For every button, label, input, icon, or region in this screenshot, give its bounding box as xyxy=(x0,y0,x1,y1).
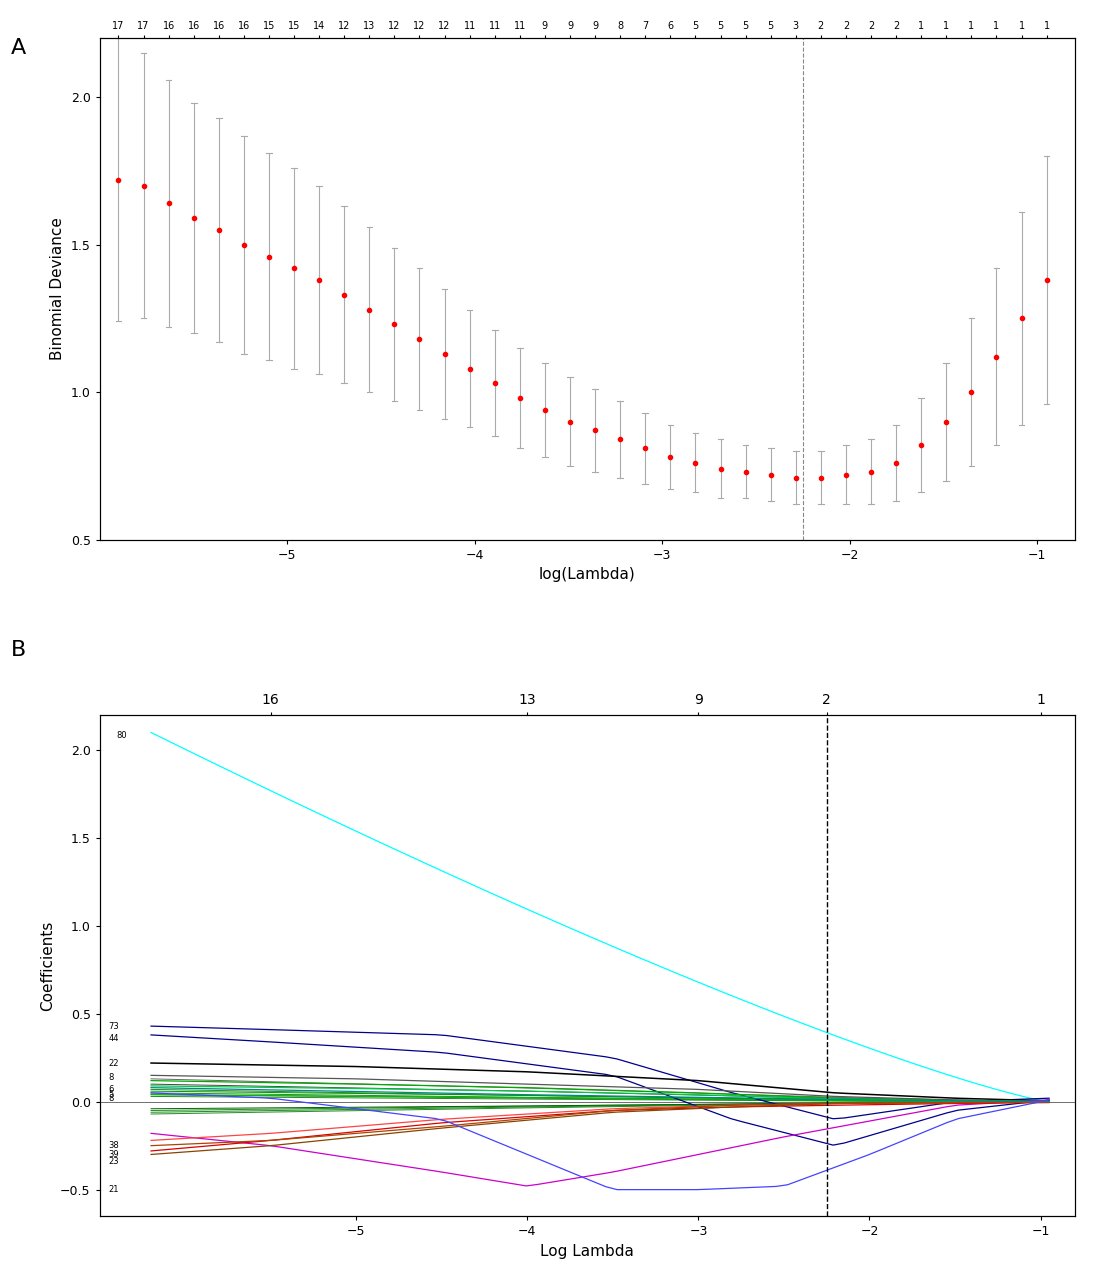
Text: 8: 8 xyxy=(109,1073,114,1082)
Text: B: B xyxy=(11,640,27,660)
Text: 8: 8 xyxy=(109,1093,114,1102)
X-axis label: log(Lambda): log(Lambda) xyxy=(538,567,636,582)
Text: 80: 80 xyxy=(116,731,127,741)
Text: 39: 39 xyxy=(109,1149,119,1158)
Text: 23: 23 xyxy=(109,1157,119,1166)
Y-axis label: Coefficients: Coefficients xyxy=(40,920,54,1011)
Text: 6: 6 xyxy=(109,1085,114,1094)
Text: 21: 21 xyxy=(109,1185,119,1194)
Text: 73: 73 xyxy=(109,1021,119,1030)
Y-axis label: Binomial Deviance: Binomial Deviance xyxy=(50,218,65,361)
Text: 44: 44 xyxy=(109,1034,119,1043)
Text: 5: 5 xyxy=(109,1091,113,1100)
X-axis label: Log Lambda: Log Lambda xyxy=(541,1244,634,1258)
Text: 22: 22 xyxy=(109,1059,119,1068)
Text: 38: 38 xyxy=(109,1142,119,1151)
Text: A: A xyxy=(11,38,27,59)
